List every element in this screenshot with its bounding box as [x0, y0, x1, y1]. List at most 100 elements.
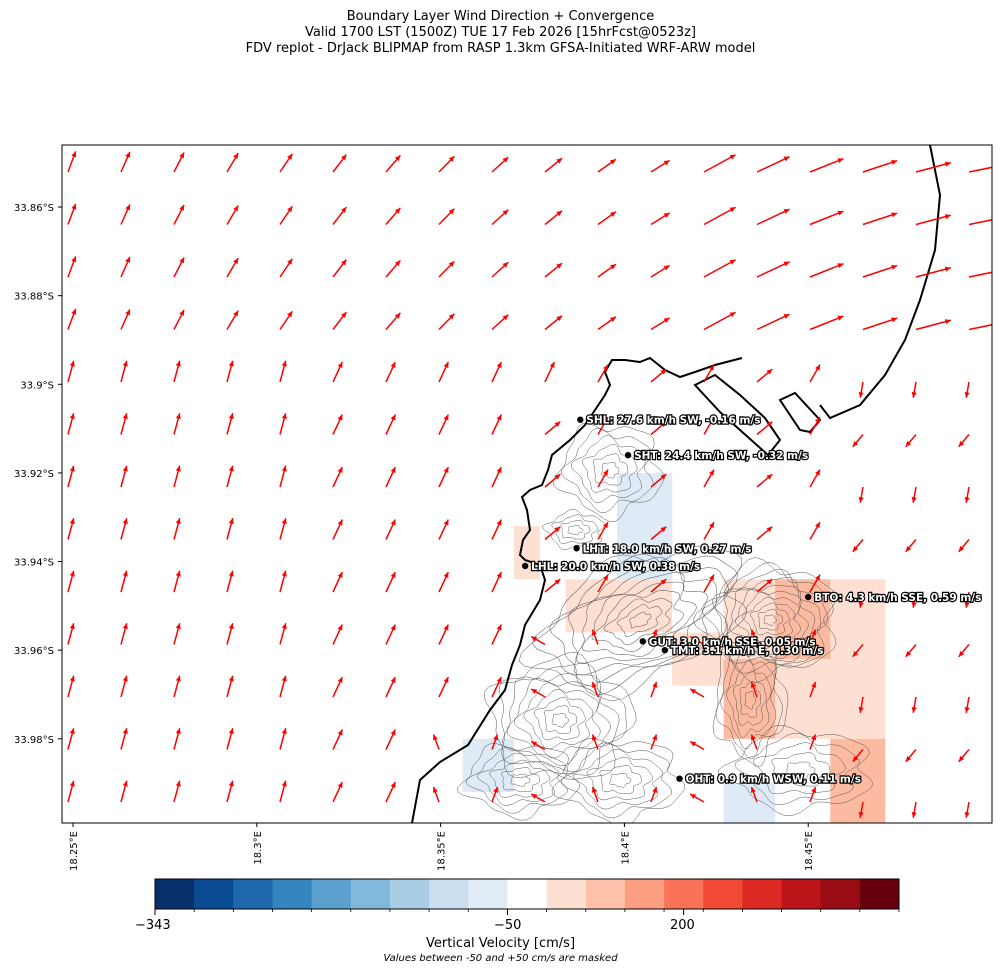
wind-arrow-head: [837, 315, 844, 321]
colorbar-swatch: [546, 879, 587, 909]
wind-arrow-head: [394, 155, 401, 162]
station-label-oht: OHT: 0.9 km/h WSW, 0.11 m/s: [686, 774, 861, 786]
wind-arrow-head: [281, 465, 287, 472]
coastline-west: [411, 356, 743, 823]
lat-tick-label: 33.94°S: [14, 558, 54, 569]
wind-arrow-head: [337, 782, 343, 789]
wind-arrow-head: [652, 734, 658, 741]
wind-arrow-head: [69, 780, 75, 787]
terrain-contour-line: [586, 756, 653, 801]
wind-arrow-head: [852, 440, 859, 447]
wind-arrow-head: [603, 574, 608, 581]
wind-arrow-head: [448, 208, 455, 215]
terrain-contour-line: [561, 742, 673, 819]
wind-arrow-head: [175, 360, 181, 367]
wind-arrow-head: [663, 212, 670, 218]
wind-arrow-head: [281, 570, 287, 577]
wind-arrow-head: [175, 780, 181, 787]
wind-arrow-head: [660, 526, 667, 533]
wind-arrow-head: [652, 786, 658, 793]
wind-arrow-shaft: [756, 313, 790, 331]
colorbar-swatch: [585, 879, 626, 909]
wind-arrow-head: [766, 474, 773, 480]
wind-arrow-head: [443, 467, 449, 474]
wind-arrow-head: [122, 465, 128, 472]
wind-arrow-head: [122, 413, 128, 420]
wind-arrow-head: [531, 689, 538, 694]
wind-arrow-head: [837, 158, 844, 164]
map-title: Boundary Layer Wind Direction + Converge…: [346, 9, 655, 24]
wind-arrow-head: [891, 159, 898, 165]
wind-arrow-head: [448, 261, 455, 267]
wind-arrow-head: [811, 786, 817, 793]
colorbar-swatch: [155, 879, 195, 909]
wind-arrow-head: [750, 786, 756, 793]
terrain-contour-line: [726, 660, 772, 738]
wind-arrow-head: [281, 728, 287, 735]
wind-arrow-head: [493, 734, 499, 741]
wind-arrow-head: [390, 362, 396, 369]
wind-arrow-head: [337, 677, 343, 684]
terrain-contour-line: [603, 598, 673, 646]
wind-arrow-head: [766, 579, 773, 585]
wind-arrow-shaft: [968, 271, 992, 278]
colorbar-swatch: [194, 879, 234, 909]
wind-arrow-head: [432, 786, 438, 793]
station-label-bto: BTO: 4.3 km/h SSE, 0.59 m/s: [814, 592, 981, 604]
terrain-contour-line: [551, 738, 685, 823]
wind-arrow-head: [69, 728, 75, 735]
wind-arrow-head: [729, 312, 736, 318]
wind-arrow-head: [837, 210, 844, 216]
wind-arrow-head: [341, 154, 347, 161]
wind-arrow-head: [287, 153, 293, 160]
wind-arrow-head: [964, 811, 970, 818]
wind-arrow-shaft: [862, 159, 898, 173]
wind-arrow-head: [958, 440, 965, 447]
wind-arrow-head: [233, 310, 239, 317]
colorbar-swatch: [742, 879, 783, 909]
lat-tick-label: 33.92°S: [14, 469, 54, 480]
wind-arrow-shaft: [915, 267, 951, 278]
wind-arrow-head: [783, 209, 790, 214]
terrain-contours: [457, 423, 873, 823]
wind-arrow-head: [660, 579, 667, 585]
wind-arrow-head: [958, 650, 965, 657]
wind-arrow-head: [502, 209, 509, 216]
wind-arrow-head: [911, 391, 917, 398]
wind-arrow-head: [122, 518, 128, 525]
terrain-contour-line: [561, 427, 654, 513]
wind-arrow-head: [122, 728, 128, 735]
wind-arrow-head: [125, 151, 131, 158]
wind-arrow-head: [837, 263, 844, 269]
wind-arrow-head: [341, 207, 347, 213]
terrain-contour-line: [533, 696, 586, 741]
wind-arrow-shaft: [862, 264, 898, 278]
terrain-contour-line: [506, 678, 611, 767]
wind-arrow-head: [652, 629, 658, 636]
wind-arrow-head: [811, 629, 817, 636]
terrain-contour-line: [532, 553, 738, 696]
terrain-contour-line: [575, 571, 708, 664]
wind-arrow-head: [549, 362, 555, 369]
wind-arrow-head: [502, 262, 509, 268]
wind-arrow-head: [69, 360, 75, 367]
wind-arrow-head: [729, 259, 736, 265]
wind-arrow-head: [337, 572, 343, 579]
colorbar-swatch: [664, 879, 704, 909]
wind-arrow-head: [71, 256, 77, 263]
lon-tick-label: 18.35°E: [437, 831, 448, 871]
wind-arrow-shaft: [703, 154, 736, 173]
lat-tick-label: 33.88°S: [14, 292, 54, 303]
lon-tick-label: 18.25°E: [69, 831, 80, 871]
lat-tick-label: 33.9°S: [20, 380, 54, 391]
wind-arrow-head: [905, 545, 912, 552]
terrain-contour-line: [599, 765, 642, 794]
colorbar-swatch: [507, 879, 548, 909]
wind-arrow-shaft: [915, 162, 951, 173]
terrain-contour-line: [739, 681, 762, 718]
terrain-contour-line: [723, 577, 821, 662]
lat-tick-label: 33.96°S: [14, 646, 54, 657]
wind-arrow-head: [766, 421, 773, 428]
wind-arrow-head: [443, 362, 449, 369]
wind-arrow-head: [443, 572, 449, 579]
